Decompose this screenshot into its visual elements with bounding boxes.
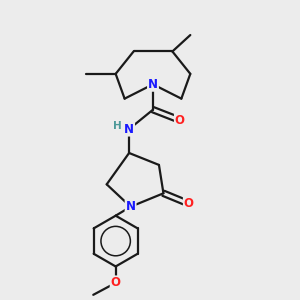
Text: O: O	[111, 276, 121, 290]
Text: O: O	[184, 197, 194, 210]
Text: N: N	[124, 123, 134, 136]
Text: H: H	[113, 121, 122, 130]
Text: N: N	[126, 200, 136, 213]
Text: O: O	[175, 114, 185, 127]
Text: N: N	[148, 78, 158, 91]
